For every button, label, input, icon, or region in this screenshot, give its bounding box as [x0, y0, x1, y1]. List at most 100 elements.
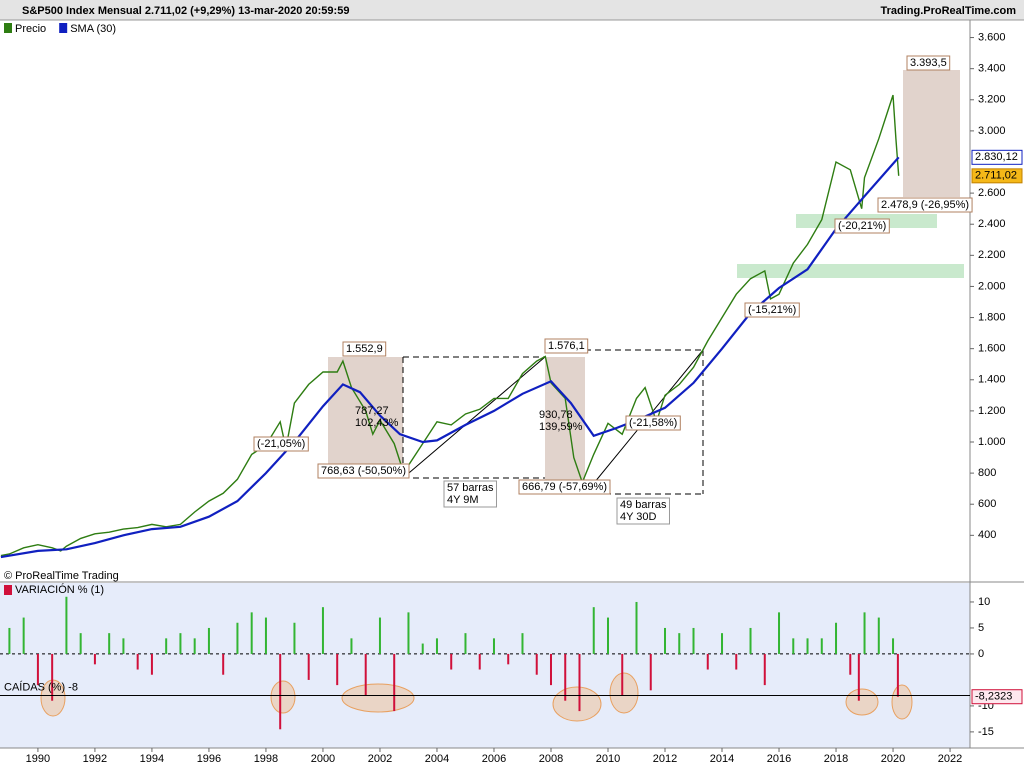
bar [150, 653, 153, 675]
bar [820, 638, 823, 654]
last-value-label: 2.711,02 [971, 168, 1023, 184]
copyright: © ProRealTime Trading [4, 570, 119, 582]
dashed-guides [402, 349, 704, 495]
annotation-text: 3.393,5 [910, 57, 947, 69]
bar [193, 638, 196, 654]
support-zone [737, 264, 964, 278]
bar [592, 607, 595, 654]
header-source: Trading.ProRealTime.com [880, 5, 1016, 17]
annotation-text: 1.552,9 [346, 343, 383, 355]
bar [521, 633, 524, 654]
annotation: (-20,21%) [834, 218, 890, 234]
y-tick-label: 3.400 [978, 63, 1006, 75]
bar [421, 643, 424, 654]
series-line [0, 94, 900, 557]
drawdown-box [328, 357, 403, 478]
bar [763, 653, 766, 686]
bar [450, 653, 453, 670]
x-tick-label: 2004 [425, 753, 449, 765]
annotation: (-21,05%) [253, 436, 309, 452]
bar [678, 633, 681, 654]
annotation-text: 4Y 9M [447, 494, 479, 506]
bar [549, 653, 552, 686]
series-line [0, 156, 900, 559]
y-tick-label: 400 [978, 529, 996, 541]
bar [578, 653, 581, 712]
x-tick-label: 1996 [197, 753, 221, 765]
y-tick-label: 1.000 [978, 436, 1006, 448]
annotation-box [744, 302, 800, 318]
last-value-box [971, 149, 1023, 165]
y-tick-label: 10 [978, 596, 990, 608]
bar [93, 653, 96, 665]
bar [207, 627, 210, 654]
annotation-box [616, 497, 670, 525]
bar [435, 638, 438, 654]
legend-label: SMA (30) [70, 23, 116, 35]
bar [8, 627, 11, 654]
x-tick-label: 1998 [254, 753, 278, 765]
bar [664, 627, 667, 654]
highlight [552, 686, 602, 722]
y-tick-label: 1.600 [978, 343, 1006, 355]
annotation-box [877, 197, 973, 213]
legend-swatch [4, 585, 12, 595]
panel-legend: VARIACIÓN % (1) [4, 583, 104, 596]
bar [407, 612, 410, 654]
bar [79, 633, 82, 654]
x-tick-label: 2000 [311, 753, 335, 765]
panel-title: VARIACIÓN % (1) [15, 583, 104, 596]
annotation: 1.552,9 [342, 341, 387, 357]
bar [492, 638, 495, 654]
bar [649, 653, 652, 691]
drawings [40, 70, 964, 722]
annotation-text: 4Y 30D [620, 511, 657, 523]
bar [635, 601, 638, 654]
bar [378, 617, 381, 654]
bar [478, 653, 481, 670]
bar [165, 638, 168, 654]
x-tick-label: 2012 [653, 753, 677, 765]
x-tick-label: 1992 [83, 753, 107, 765]
bar [136, 653, 139, 670]
annotation: (-21,58%) [625, 415, 681, 431]
annotation-text: 49 barras [620, 499, 667, 511]
annotation: 2.478,9 (-26,95%) [877, 197, 973, 213]
legend-item: Precio [4, 23, 46, 35]
annotation-box [834, 218, 890, 234]
y-tick-label: 600 [978, 498, 996, 510]
bar [464, 633, 467, 654]
bar [350, 638, 353, 654]
highlight [609, 672, 639, 714]
annotation-box [544, 338, 589, 354]
annotation-box [518, 479, 611, 495]
header-title: S&P500 Index Mensual 2.711,02 (+9,29%) 1… [22, 5, 349, 17]
bar [51, 653, 54, 701]
y-tick-label: 2.600 [978, 187, 1006, 199]
y-tick-label: -15 [978, 726, 994, 738]
bar [863, 612, 866, 654]
bar [721, 633, 724, 654]
legend-item: SMA (30) [59, 23, 116, 35]
bar [307, 653, 310, 680]
annotation-text: 768,63 (-50,50%) [321, 465, 406, 477]
annotation-text: (-21,58%) [629, 417, 677, 429]
bar [892, 638, 895, 654]
bar [122, 638, 125, 654]
last-value-label: 2.830,12 [971, 149, 1023, 165]
annotation-box [317, 463, 410, 479]
annotation-text: 1.576,1 [548, 340, 585, 352]
bar [706, 653, 709, 670]
x-tick-label: 2006 [482, 753, 506, 765]
bar [857, 653, 860, 701]
x-tick-label: 2002 [368, 753, 392, 765]
bar [250, 612, 253, 654]
annotation-text: 930,78 [539, 409, 573, 421]
bar [735, 653, 738, 670]
bar [393, 653, 396, 712]
x-tick-label: 2010 [596, 753, 620, 765]
y-tick-label: 0 [978, 648, 984, 660]
bar [36, 653, 39, 686]
